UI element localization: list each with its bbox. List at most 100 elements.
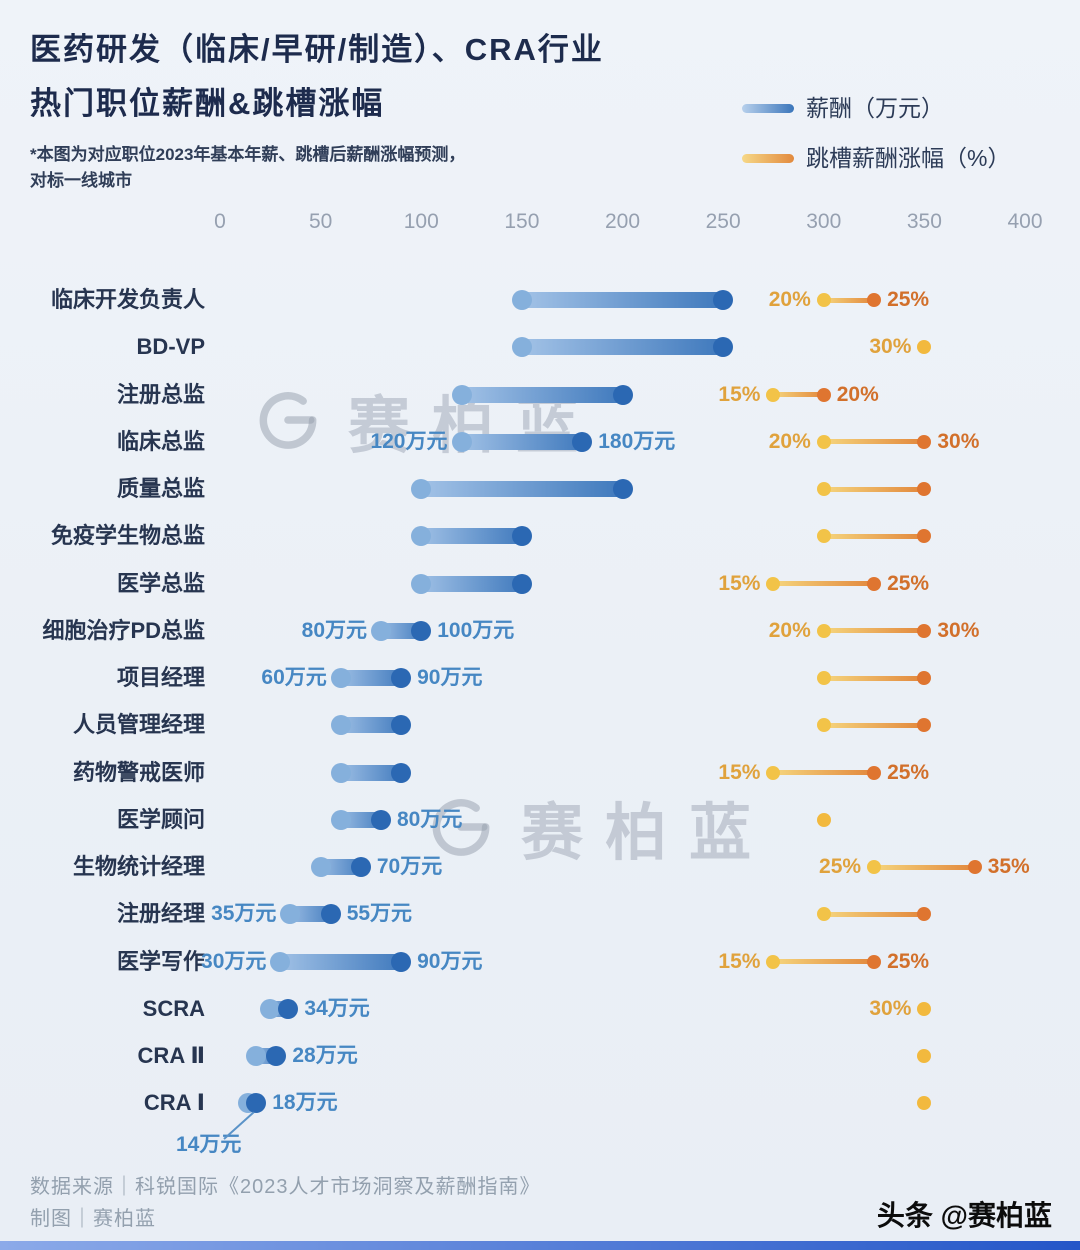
salary-dot-min — [330, 715, 351, 736]
salary-bar — [513, 292, 732, 308]
row-label: 临床总监 — [116, 428, 205, 454]
x-axis-tick-label: 300 — [806, 210, 842, 233]
jump-line — [773, 959, 875, 964]
jump-dot — [917, 340, 932, 355]
watermark-text: 赛柏蓝 — [521, 799, 774, 868]
jump-dot-min — [816, 671, 831, 685]
salary-max-label: 80万元 — [397, 807, 463, 831]
salary-bar — [413, 528, 530, 545]
jump-dot-min — [766, 387, 781, 402]
salary-bar — [272, 953, 410, 970]
jump-line — [773, 770, 875, 775]
salary-dot-max — [350, 857, 371, 877]
salary-max-label: 34万元 — [304, 996, 370, 1020]
jump-line — [823, 533, 925, 539]
brand-logo-icon — [432, 799, 490, 856]
salary-max-label: 55万元 — [346, 902, 413, 926]
salary-dot-max — [411, 620, 432, 641]
salary-dot-max — [511, 526, 532, 547]
jump-dot — [917, 1049, 932, 1063]
salary-dot-min — [451, 384, 472, 405]
salary-dot-min — [246, 1046, 267, 1066]
x-axis-tick-label: 400 — [1007, 210, 1043, 233]
annotation-label: 14万元 — [176, 1133, 242, 1156]
jump-line — [823, 722, 925, 728]
jump-line — [823, 675, 925, 681]
row-label: 医学顾问 — [116, 806, 205, 832]
salary-dot-max — [278, 998, 299, 1019]
jump-max-label: 25% — [887, 288, 930, 311]
row-label: 医学写作 — [116, 948, 205, 974]
salary-max-label: 90万元 — [417, 949, 483, 973]
salary-bar — [453, 433, 591, 450]
jump-dot-min — [816, 434, 831, 449]
salary-dot-max — [612, 384, 633, 405]
salary-bar — [413, 481, 631, 497]
salary-max-label: 28万元 — [292, 1044, 358, 1067]
jump-min-label: 15% — [718, 571, 761, 595]
jump-dot-min — [816, 907, 831, 922]
jump-max-label: 30% — [937, 429, 980, 453]
legend-jump-swatch — [742, 154, 794, 163]
jump-dot-max — [917, 623, 932, 638]
jump-max-label: 35% — [987, 855, 1030, 878]
jump-max-label: 30% — [937, 618, 980, 642]
salary-dot-min — [511, 337, 532, 358]
jump-dot-min — [816, 623, 831, 638]
footer-credit: 制图｜赛柏蓝 — [30, 1208, 156, 1230]
jump-max-label: 20% — [836, 382, 879, 406]
salary-dot-max — [391, 951, 412, 972]
salary-dot-max — [572, 431, 593, 452]
jump-dot-max — [917, 434, 932, 449]
jump-dot-max — [917, 482, 932, 496]
subtitle-line2: 对标一线城市 — [30, 171, 132, 190]
jump-line — [773, 392, 824, 397]
jump-dot-min — [816, 718, 831, 733]
salary-dot-min — [411, 479, 432, 499]
brand-logo-icon — [259, 392, 317, 449]
salary-dot-min — [260, 998, 281, 1019]
salary-dot-min — [280, 904, 301, 925]
jump-label: 30% — [869, 335, 912, 359]
row-label: 细胞治疗PD总监 — [42, 617, 205, 643]
row-label: SCRA — [142, 995, 205, 1021]
watermark: 赛柏蓝 — [425, 782, 773, 872]
salary-dot-max — [320, 904, 341, 925]
salary-dot-min — [330, 668, 351, 688]
salary-max-label: 90万元 — [417, 666, 483, 689]
jump-line — [823, 439, 925, 445]
jump-dot-max — [917, 907, 932, 922]
jump-dot-max — [917, 671, 932, 685]
bottom-accent-bar — [0, 1241, 1080, 1250]
jump-dot-max — [867, 765, 882, 780]
jump-max-label: 25% — [887, 760, 930, 784]
jump-line — [874, 864, 975, 870]
subtitle-line1: *本图为对应职位2023年基本年薪、跳槽后薪酬涨幅预测， — [30, 145, 466, 164]
salary-min-label: 60万元 — [261, 666, 327, 689]
salary-min-label: 30万元 — [201, 949, 267, 973]
salary-bar — [453, 386, 631, 403]
salary-max-label: 18万元 — [272, 1091, 338, 1115]
x-axis-tick-label: 50 — [308, 210, 333, 233]
jump-dot — [816, 812, 831, 827]
salary-dot-max — [511, 573, 532, 594]
salary-max-label: 180万元 — [598, 429, 676, 453]
salary-dot-min — [371, 620, 391, 641]
x-axis-tick-label: 150 — [504, 210, 540, 233]
jump-max-label: 25% — [887, 949, 930, 973]
row-label: 药物警戒医师 — [72, 759, 205, 785]
salary-bar — [513, 339, 732, 356]
salary-dot-min — [330, 762, 351, 783]
x-axis-tick-label: 200 — [604, 210, 641, 233]
jump-min-label: 15% — [718, 949, 761, 973]
jump-line — [823, 628, 925, 634]
jump-dot-max — [867, 954, 882, 969]
legend-salary-label: 薪酬（万元） — [806, 95, 944, 121]
jump-label: 30% — [869, 996, 912, 1020]
jump-dot-max — [967, 860, 982, 874]
jump-dot-min — [766, 576, 781, 591]
salary-dot-max — [371, 809, 391, 830]
salary-min-label: 35万元 — [211, 902, 277, 926]
